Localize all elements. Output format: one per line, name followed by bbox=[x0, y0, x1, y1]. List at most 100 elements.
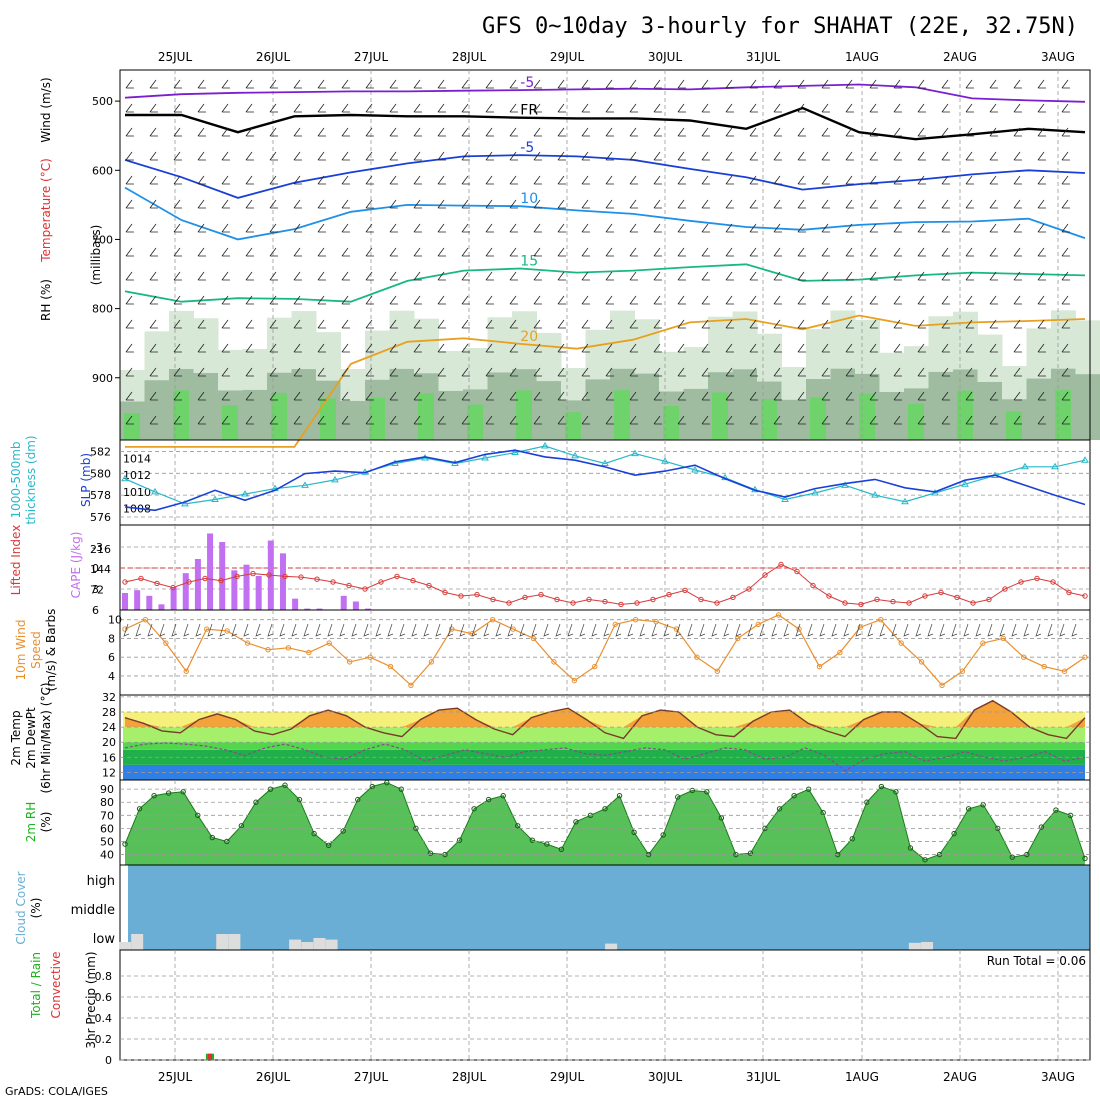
wind-barb bbox=[173, 247, 182, 257]
wind-barb bbox=[173, 103, 182, 113]
wind-tick: 6 bbox=[108, 651, 115, 664]
wind-barb bbox=[797, 343, 806, 353]
low-cloud-bar bbox=[119, 942, 131, 950]
rh-marker bbox=[951, 830, 957, 837]
thickness-marker bbox=[181, 499, 189, 507]
wind-speed-marker bbox=[755, 621, 761, 628]
wind-barb bbox=[125, 151, 134, 161]
surface-wind-barb bbox=[123, 623, 130, 637]
wind-barb bbox=[821, 391, 830, 401]
surface-wind-barb bbox=[519, 623, 526, 637]
wind-barb bbox=[221, 247, 230, 257]
wind-barb bbox=[557, 103, 566, 113]
temp-tick: 20 bbox=[102, 736, 116, 749]
cape-bar bbox=[243, 564, 250, 610]
surface-wind-barb bbox=[171, 623, 178, 637]
wind-barb bbox=[869, 295, 878, 305]
wind-barb bbox=[221, 199, 230, 209]
precip-tick: 0 bbox=[105, 1054, 112, 1067]
wind-barb bbox=[293, 127, 302, 137]
wind-barb bbox=[437, 175, 446, 185]
li-tick: -3 bbox=[92, 541, 103, 554]
rh-marker bbox=[1038, 824, 1045, 830]
contour-line bbox=[125, 106, 1086, 141]
surface-wind-barb bbox=[999, 623, 1006, 637]
wind-barb bbox=[317, 151, 326, 161]
cape-tick: 72 bbox=[90, 584, 104, 597]
precip-total-label-line: Total / Rain bbox=[29, 952, 43, 1019]
wind-barb bbox=[509, 295, 518, 305]
wind-barb bbox=[629, 175, 638, 185]
wind-barb bbox=[1037, 103, 1046, 113]
wind-barb bbox=[485, 295, 494, 305]
date-label-top: 2AUG bbox=[943, 50, 977, 64]
wind-barb bbox=[965, 247, 974, 257]
wind-barb bbox=[869, 247, 878, 257]
date-label-bottom: 28JUL bbox=[452, 1070, 487, 1084]
wind-barb bbox=[341, 247, 350, 257]
wind-barb bbox=[581, 151, 590, 161]
contour-line bbox=[124, 186, 1086, 241]
rh-shade-mid bbox=[830, 368, 856, 440]
wind-barb bbox=[1037, 271, 1046, 281]
wind-barb bbox=[293, 343, 302, 353]
li-marker bbox=[890, 598, 896, 605]
li-marker bbox=[922, 593, 928, 599]
wind-barb bbox=[941, 223, 950, 233]
wind-barb bbox=[821, 175, 830, 185]
precip-panel-frame bbox=[119, 949, 1091, 1061]
wind-barb bbox=[461, 247, 470, 257]
wind-barb bbox=[197, 343, 206, 353]
wind-barb bbox=[533, 343, 542, 353]
wind-barb bbox=[173, 199, 182, 209]
wind-speed-marker bbox=[673, 626, 680, 632]
wind-barb bbox=[1037, 151, 1046, 161]
wind-barb bbox=[749, 343, 758, 353]
surface-wind-barb bbox=[411, 623, 418, 637]
wind-barb bbox=[365, 79, 374, 89]
wind-barb bbox=[437, 223, 446, 233]
wind-barb bbox=[437, 103, 446, 113]
li-marker bbox=[906, 600, 912, 606]
temperature-label: Temperature (°C) bbox=[39, 158, 53, 263]
li-marker bbox=[570, 600, 576, 606]
wind-barb bbox=[677, 103, 686, 113]
surface-wind-barb bbox=[135, 623, 142, 637]
wind-barb bbox=[485, 319, 494, 329]
wind-barb bbox=[557, 127, 566, 137]
thickness-label-line: thickness (dm) bbox=[24, 435, 38, 524]
wind-barb bbox=[269, 343, 278, 353]
wind-barb bbox=[989, 127, 998, 137]
date-label-top: 1AUG bbox=[845, 50, 879, 64]
wind-barb bbox=[173, 391, 182, 401]
wind-barb bbox=[173, 295, 182, 305]
wind-barb bbox=[965, 103, 974, 113]
wind-barb bbox=[821, 223, 830, 233]
wind-barb bbox=[677, 271, 686, 281]
surface-wind-barb bbox=[795, 623, 802, 637]
li-marker bbox=[218, 577, 224, 584]
rh-marker bbox=[718, 815, 725, 821]
wind-barb bbox=[197, 79, 206, 89]
rh-marker bbox=[849, 836, 855, 842]
rh-tick: 90 bbox=[100, 783, 114, 796]
slp-line bbox=[124, 449, 1086, 512]
wind-barb bbox=[821, 247, 830, 257]
cape-bar bbox=[122, 593, 128, 610]
temperature-label-line: Temperature (°C) bbox=[39, 158, 53, 263]
wind-barb bbox=[989, 175, 998, 185]
wind-barb bbox=[893, 199, 902, 209]
surface-wind-barb bbox=[1023, 623, 1030, 637]
wind-barb bbox=[341, 319, 350, 329]
wind-barb bbox=[461, 271, 470, 281]
wind-barb bbox=[341, 199, 350, 209]
wind-barb bbox=[749, 247, 758, 257]
rh-marker bbox=[456, 837, 463, 843]
wind-barb bbox=[461, 223, 470, 233]
wind-barb bbox=[629, 127, 638, 137]
slp-tick: 1014 bbox=[123, 453, 151, 466]
wind-barb bbox=[269, 223, 278, 233]
surface-wind-barb bbox=[543, 623, 550, 637]
wind-barb bbox=[557, 319, 566, 329]
surface-wind-barb bbox=[555, 623, 562, 637]
